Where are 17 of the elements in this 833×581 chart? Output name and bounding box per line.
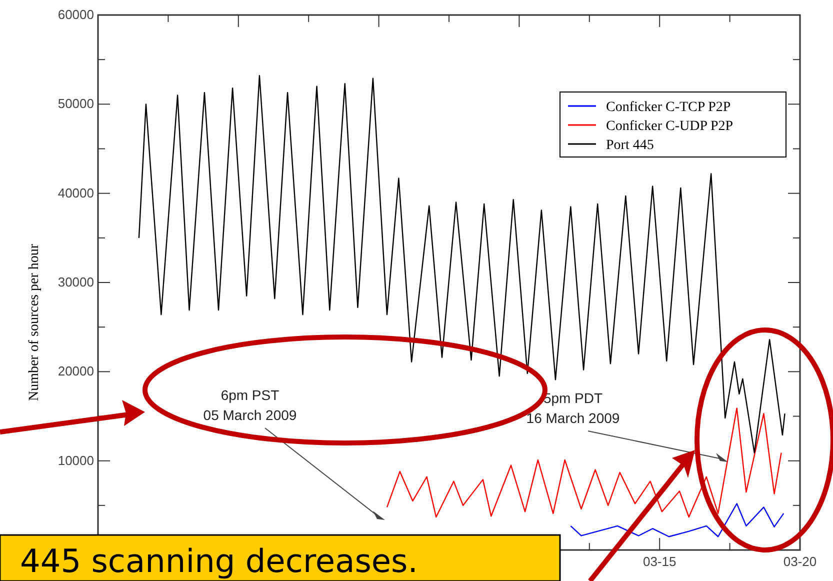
y-tick-label: 40000 xyxy=(58,185,94,200)
line-series xyxy=(386,408,782,518)
legend-label: Port 445 xyxy=(606,138,654,153)
line-series xyxy=(570,503,784,538)
legend-label: Conficker C-UDP P2P xyxy=(606,119,734,134)
annotation: 445 scanning decreases. xyxy=(20,542,418,580)
legend-label: Conficker C-TCP P2P xyxy=(606,100,731,115)
y-tick-label: 10000 xyxy=(58,452,94,468)
y-tick-label: 50000 xyxy=(58,96,94,112)
y-tick-label: 30000 xyxy=(58,274,94,290)
annotation: 6pm PST 05 March 2009 xyxy=(203,387,297,423)
y-tick-label: 60000 xyxy=(58,7,94,22)
y-tick-label: 20000 xyxy=(58,364,94,379)
x-tick-label: 03-20 xyxy=(783,554,817,569)
y-axis-title: Number of sources per hour xyxy=(27,244,42,402)
x-tick-label: 03-15 xyxy=(642,554,676,569)
line-series xyxy=(138,75,786,454)
